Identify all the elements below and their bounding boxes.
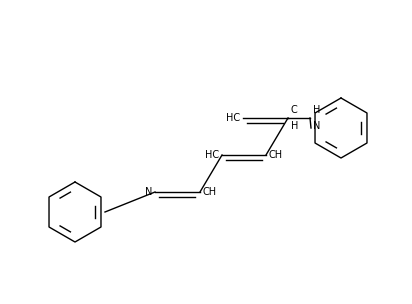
Text: CH: CH <box>269 150 283 160</box>
Text: N: N <box>145 187 152 197</box>
Text: HC: HC <box>205 150 219 160</box>
Text: H: H <box>313 105 321 115</box>
Text: CH: CH <box>203 187 217 197</box>
Text: H: H <box>291 121 298 131</box>
Text: C: C <box>291 105 298 115</box>
Text: HC: HC <box>226 113 240 123</box>
Text: N: N <box>313 121 321 131</box>
